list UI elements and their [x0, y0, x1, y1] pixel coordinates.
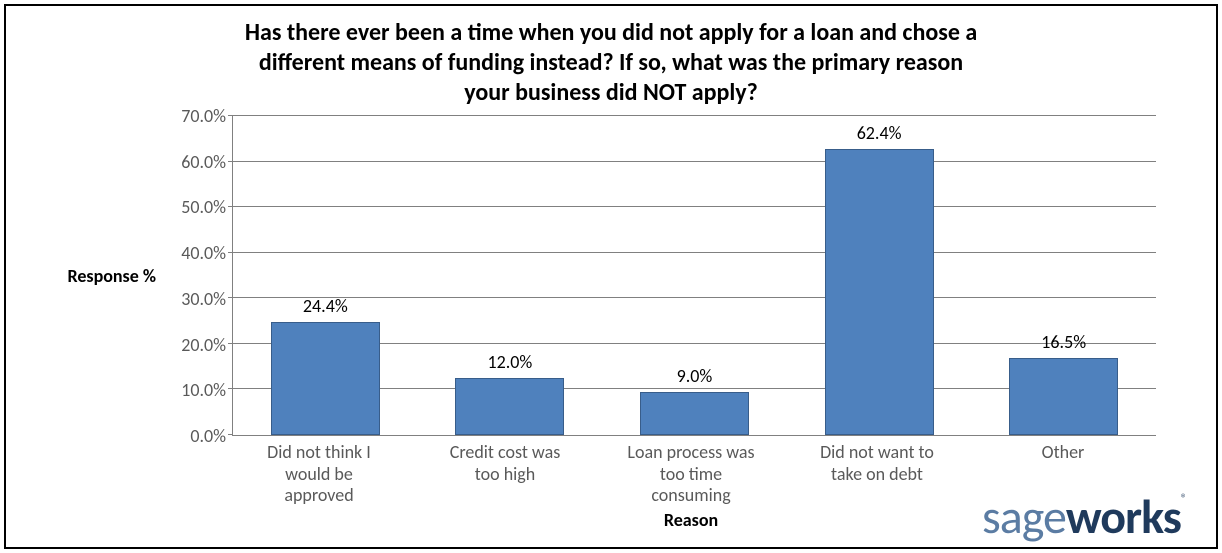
y-tick-label: 70.0%: [181, 105, 226, 127]
y-tick-label: 30.0%: [181, 288, 226, 310]
y-tick-label: 60.0%: [181, 151, 226, 173]
y-tick-mark: [228, 297, 233, 298]
bar-slot: 16.5%: [971, 116, 1156, 435]
bar-value-label: 9.0%: [620, 365, 770, 387]
brand-logo: sageworks®: [982, 493, 1186, 541]
y-tick-label: 20.0%: [181, 334, 226, 356]
chart-title: Has there ever been a time when you did …: [86, 18, 1136, 108]
bar-value-label: 12.0%: [435, 351, 585, 373]
brand-part2: works: [1066, 487, 1181, 546]
bar-slot: 24.4%: [233, 116, 418, 435]
y-tick-label: 10.0%: [181, 379, 226, 401]
brand-trademark: ®: [1181, 492, 1186, 506]
bar: 16.5%: [1009, 358, 1118, 435]
x-tick-label: Did not want to take on debt: [784, 436, 970, 507]
y-axis-ticks: 0.0%10.0%20.0%30.0%40.0%50.0%60.0%70.0%: [162, 116, 232, 436]
y-tick-label: 0.0%: [190, 425, 226, 447]
bar: 62.4%: [825, 149, 934, 435]
bar: 12.0%: [455, 378, 564, 435]
y-tick-mark: [228, 161, 233, 162]
bar-value-label: 24.4%: [250, 295, 400, 317]
bar-slot: 62.4%: [787, 116, 972, 435]
chart-frame: Has there ever been a time when you did …: [4, 4, 1218, 549]
brand-part1: sage: [982, 487, 1066, 546]
bar: 9.0%: [640, 392, 749, 435]
x-tick-label: Credit cost was too high: [412, 436, 598, 507]
y-tick-mark: [228, 388, 233, 389]
y-tick-mark: [228, 343, 233, 344]
bar-value-label: 16.5%: [989, 331, 1139, 353]
y-tick-mark: [228, 115, 233, 116]
y-tick-mark: [228, 206, 233, 207]
y-tick-label: 40.0%: [181, 242, 226, 264]
y-tick-mark: [228, 252, 233, 253]
bar-slot: 12.0%: [418, 116, 603, 435]
chart-body: Response % 0.0%10.0%20.0%30.0%40.0%50.0%…: [26, 116, 1196, 436]
x-tick-label: Loan process was too time consuming: [598, 436, 784, 507]
y-axis-label: Response %: [26, 116, 162, 436]
y-tick-mark: [228, 434, 233, 435]
y-tick-label: 50.0%: [181, 196, 226, 218]
bar: 24.4%: [271, 322, 380, 435]
x-tick-label: Did not think I would be approved: [226, 436, 412, 507]
bar-slot: 9.0%: [602, 116, 787, 435]
bar-value-label: 62.4%: [804, 122, 954, 144]
plot-area: 24.4% 12.0% 9.0% 62.4% 16.5%: [232, 116, 1156, 436]
